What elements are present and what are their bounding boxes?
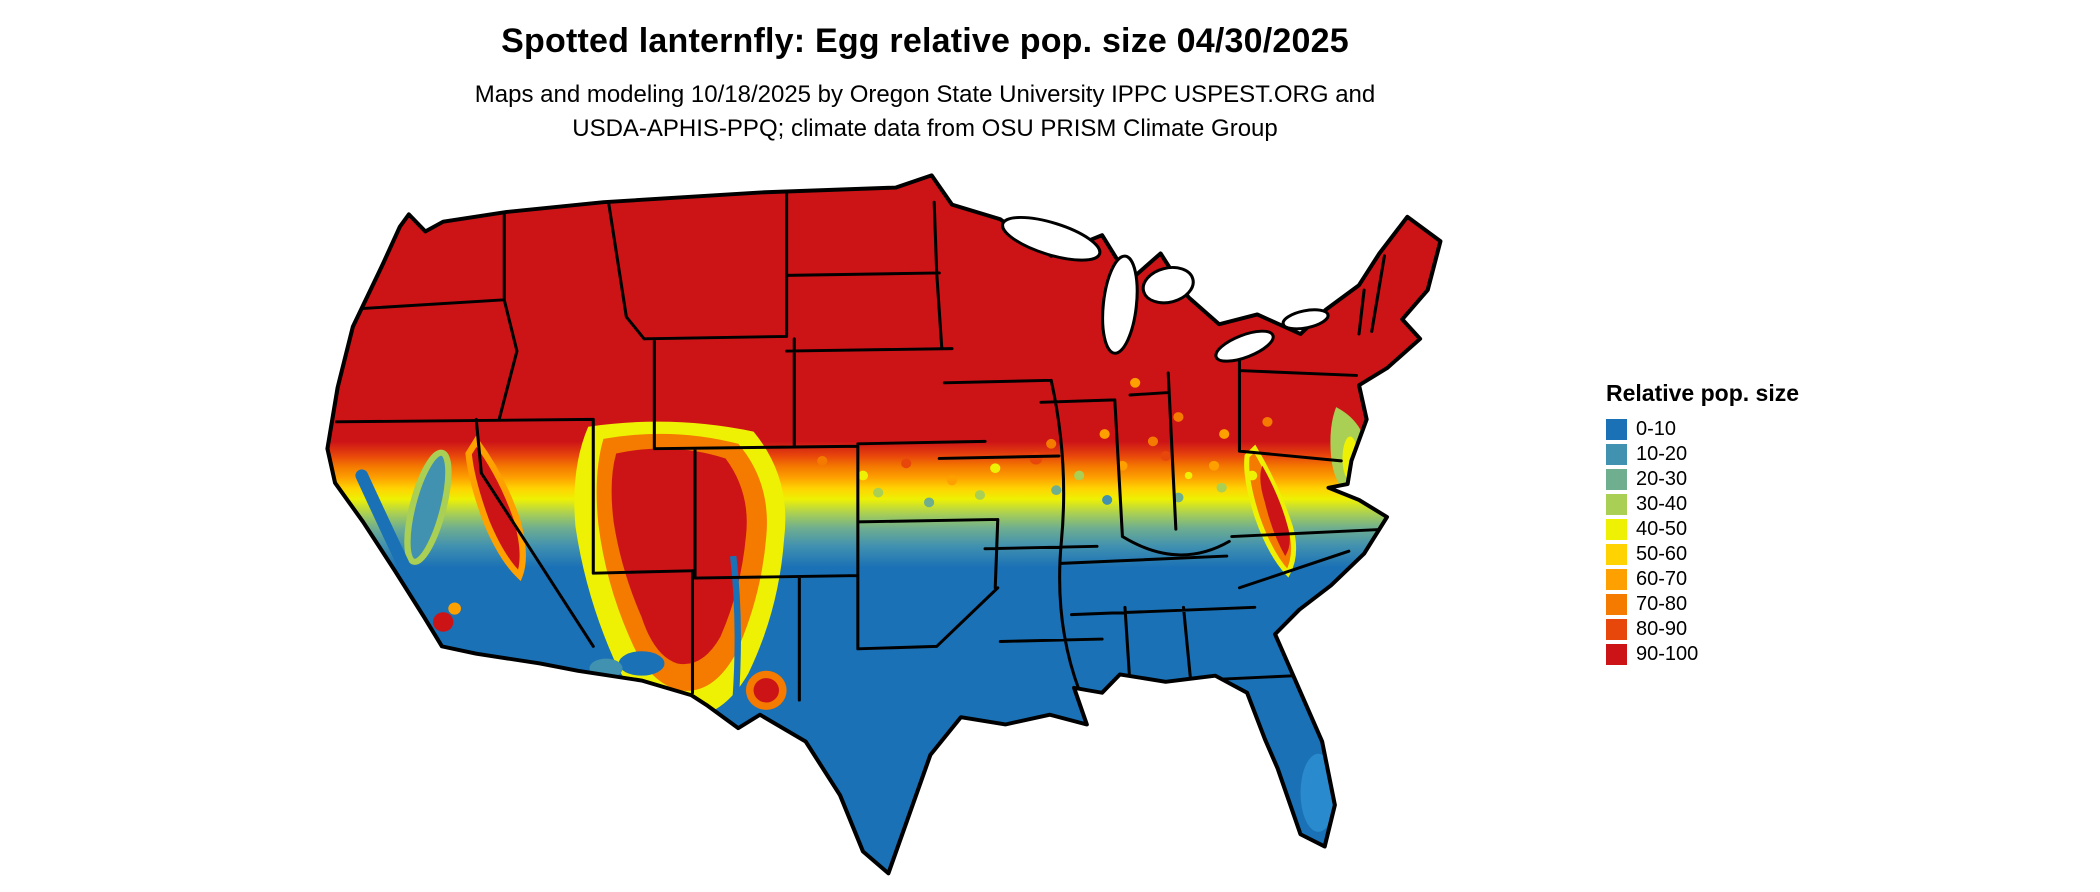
us-population-map: [325, 173, 1443, 876]
lake-michigan: [1101, 254, 1139, 355]
legend-swatch: [1606, 569, 1627, 590]
lake-superior: [1001, 215, 1102, 262]
legend-item: 20-30: [1606, 467, 1799, 492]
map-title: Spotted lanternfly: Egg relative pop. si…: [501, 22, 1349, 60]
legend-item-label: 50-60: [1636, 543, 1688, 565]
great-lakes: [1001, 215, 1330, 363]
lake-huron: [1141, 266, 1195, 305]
socal-mountain-red: [433, 612, 454, 632]
legend-swatch: [1606, 594, 1627, 615]
lake-ontario: [1281, 308, 1330, 331]
legend-item: 60-70: [1606, 567, 1799, 592]
arizona-lowland-blue: [618, 651, 665, 676]
central-valley-teal: [404, 449, 452, 565]
legend-swatch: [1606, 419, 1627, 440]
legend-item: 90-100: [1606, 642, 1799, 667]
legend-swatch: [1606, 469, 1627, 490]
legend-item-label: 70-80: [1636, 593, 1688, 615]
legend-item: 70-80: [1606, 592, 1799, 617]
legend-item: 30-40: [1606, 492, 1799, 517]
legend-item: 50-60: [1606, 542, 1799, 567]
legend-title: Relative pop. size: [1606, 380, 1800, 406]
legend-item-label: 30-40: [1636, 493, 1688, 515]
legend-swatch: [1606, 494, 1627, 515]
socal-orange: [448, 602, 461, 615]
legend-item: 80-90: [1606, 617, 1799, 642]
transition-speckles: [817, 377, 1273, 508]
legend-items: 0-10 10-20 20-30 30-40 40-50 50-60 60-70 70-80 8…: [1606, 417, 1799, 667]
legend-item-label: 60-70: [1636, 568, 1688, 590]
willamette-yellow: [360, 281, 369, 289]
lake-erie: [1214, 329, 1275, 363]
subtitle-line-2: USDA-APHIS-PPQ; climate data from OSU PR…: [572, 115, 1278, 142]
rockies-core-red: [611, 448, 747, 665]
legend-item-label: 10-20: [1636, 443, 1688, 465]
raster-fill: [327, 175, 1441, 874]
legend-item-label: 90-100: [1636, 643, 1699, 665]
legend-item-label: 40-50: [1636, 518, 1688, 540]
west-texas-red-core: [753, 678, 779, 703]
latitude-gradient: [327, 175, 1441, 874]
legend-item-label: 20-30: [1636, 468, 1688, 490]
legend-item: 40-50: [1606, 517, 1799, 542]
us-outline: [325, 173, 1443, 876]
legend-item: 0-10: [1606, 417, 1799, 442]
legend-swatch: [1606, 519, 1627, 540]
legend-swatch: [1606, 619, 1627, 640]
legend-swatch: [1606, 544, 1627, 565]
legend-swatch: [1606, 644, 1627, 665]
map-subtitle: Maps and modeling 10/18/2025 by Oregon S…: [250, 78, 1600, 146]
legend-item-label: 0-10: [1636, 418, 1677, 440]
legend-item: 10-20: [1606, 442, 1799, 467]
legend-swatch: [1606, 444, 1627, 465]
legend-item-label: 80-90: [1636, 618, 1688, 640]
legend: Relative pop. size 0-10 10-20 20-30 30-40 40…: [1606, 380, 1799, 667]
subtitle-line-1: Maps and modeling 10/18/2025 by Oregon S…: [474, 81, 1376, 108]
state-borders: [334, 190, 1389, 702]
rio-grande-valley-blue: [730, 555, 741, 698]
